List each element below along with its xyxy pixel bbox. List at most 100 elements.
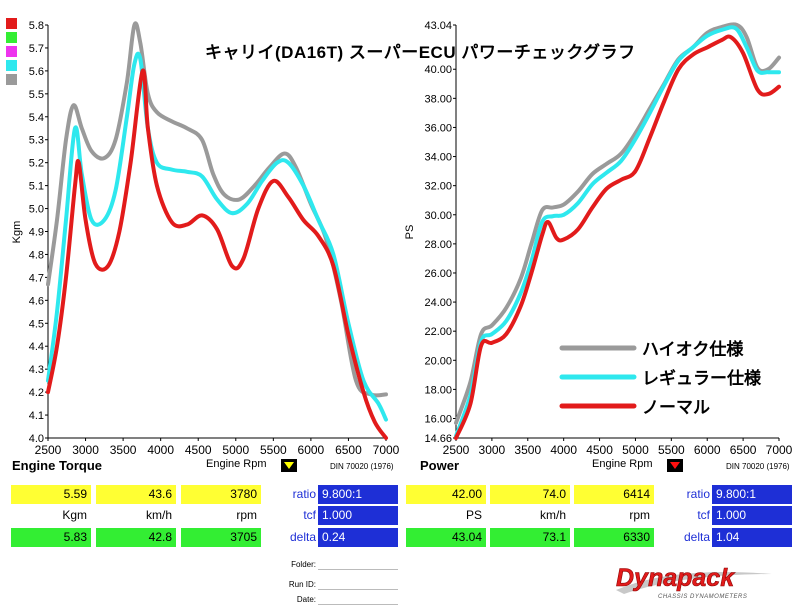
power-unit-3: rpm [574,506,654,525]
x-tick-label: 6000 [694,443,721,457]
y-tick-label: 5.6 [29,66,44,78]
x-tick-label: 7000 [373,443,400,457]
y-tick-label: 43.04 [424,20,452,32]
power-row1-rpm: 6414 [574,485,654,504]
torque-unit-1: Kgm [11,506,91,525]
y-axis-label: PS [404,225,416,240]
x-tick-label: 5500 [658,443,685,457]
power-ratio-label: ratio [686,487,710,501]
series-line-2 [454,34,781,440]
series-line-2 [46,68,388,440]
y-tick-label: 5.2 [29,158,44,170]
svg-text:CHASSIS DYNAMOMETERS: CHASSIS DYNAMOMETERS [658,594,747,600]
y-tick-label: 40.00 [424,64,452,76]
power-tcf-field[interactable]: 1.000 [712,506,792,525]
power-delta-label: delta [683,530,710,544]
color-swatch-gray[interactable] [6,74,17,85]
y-tick-label: 5.1 [29,181,44,193]
power-row2-value: 43.04 [406,528,486,547]
torque-din-note: DIN 70020 (1976) [330,462,394,471]
torque-row1-speed: 43.6 [96,485,176,504]
x-tick-label: 6000 [298,443,325,457]
torque-row2-value: 5.83 [11,528,91,547]
x-tick-label: 5000 [222,443,249,457]
x-tick-label: 6500 [730,443,757,457]
torque-row2-rpm: 3705 [181,528,261,547]
y-tick-label: 4.4 [29,341,44,353]
power-xlabel: Engine Rpm [592,458,653,470]
y-tick-label: 24.00 [424,297,452,309]
torque-xlabel: Engine Rpm [206,458,267,470]
legend-label-0: ハイオク仕様 [642,339,744,359]
y-tick-label: 4.7 [29,272,44,284]
power-panel-title: Power [420,458,460,473]
date-field[interactable] [318,604,398,605]
y-tick-label: 30.00 [424,210,452,222]
power-chart: 14.66 16.00 18.00 20.00 22.00 24.00 26.00 28.00… [404,20,793,457]
charts-area: 4.0 4.1 4.2 4.3 4.4 4.5 4.6 4.7 4.8 4.9 5.0 5.1 5.2 5… [11,20,793,457]
torque-arrow-icon [284,462,294,469]
y-tick-label: 5.0 [29,204,44,216]
torque-delta-field[interactable]: 0.24 [318,528,398,547]
series-line-0 [46,21,388,398]
y-tick-label: 4.9 [29,227,44,239]
y-tick-label: 26.00 [424,268,452,280]
torque-panel-title: Engine Torque [12,458,103,473]
folder-label: Folder: [291,560,316,569]
power-row2-rpm: 6330 [574,528,654,547]
dynapack-logo: Dynapack CHASSIS DYNAMOMETERS [616,564,772,600]
y-tick-label: 18.00 [424,384,452,396]
y-tick-label: 16.00 [424,413,452,425]
y-tick-label: 5.3 [29,135,44,147]
graph-title: キャリイ(DA16T) スーパーECU パワーチェックグラフ [205,43,636,62]
svg-text:Dynapack: Dynapack [616,564,735,592]
x-tick-label: 3500 [514,443,541,457]
y-tick-label: 28.00 [424,239,452,251]
power-arrow-icon [670,462,680,469]
series-line-1 [46,51,388,422]
y-tick-label: 20.00 [424,355,452,367]
x-tick-label: 5000 [622,443,649,457]
y-tick-label: 22.00 [424,326,452,338]
power-unit-1: PS [406,506,486,525]
legend-label-2: ノーマル [642,398,710,417]
power-din-note: DIN 70020 (1976) [726,462,790,471]
torque-unit-2: km/h [96,506,176,525]
folder-field[interactable] [318,569,398,570]
x-tick-label: 4000 [550,443,577,457]
y-tick-label: 5.5 [29,89,44,101]
x-tick-label: 4000 [147,443,174,457]
run-id-field[interactable] [318,589,398,590]
torque-ratio-label: ratio [292,487,316,501]
color-swatch-cyan[interactable] [6,60,17,71]
color-swatch-green[interactable] [6,32,17,43]
y-axis-label: Kgm [11,221,23,244]
torque-ratio-field[interactable]: 9.800:1 [318,485,398,504]
torque-row2-speed: 42.8 [96,528,176,547]
x-tick-label: 3000 [479,443,506,457]
torque-row1-value: 5.59 [11,485,91,504]
power-delta-field[interactable]: 1.04 [712,528,792,547]
y-tick-label: 4.5 [29,318,44,330]
run-id-label: Run ID: [288,580,316,589]
date-label: Date: [296,595,316,604]
legend-label-1: レギュラー仕様 [642,368,762,388]
torque-tcf-field[interactable]: 1.000 [318,506,398,525]
x-tick-label: 3500 [110,443,137,457]
y-tick-label: 38.00 [424,93,452,105]
power-row1-speed: 74.0 [490,485,570,504]
power-row2-speed: 73.1 [490,528,570,547]
color-swatch-magenta[interactable] [6,46,17,57]
power-ratio-field[interactable]: 9.800:1 [712,485,792,504]
y-tick-label: 5.8 [29,20,44,32]
series-line-1 [454,25,781,438]
color-swatch-red[interactable] [6,18,17,29]
torque-row1-rpm: 3780 [181,485,261,504]
torque-tcf-label: tcf [303,508,316,522]
x-tick-label: 2500 [443,443,470,457]
y-tick-label: 4.3 [29,364,44,376]
x-tick-label: 6500 [335,443,362,457]
power-row1-value: 42.00 [406,485,486,504]
y-tick-label: 5.7 [29,43,44,55]
x-tick-label: 2500 [35,443,62,457]
